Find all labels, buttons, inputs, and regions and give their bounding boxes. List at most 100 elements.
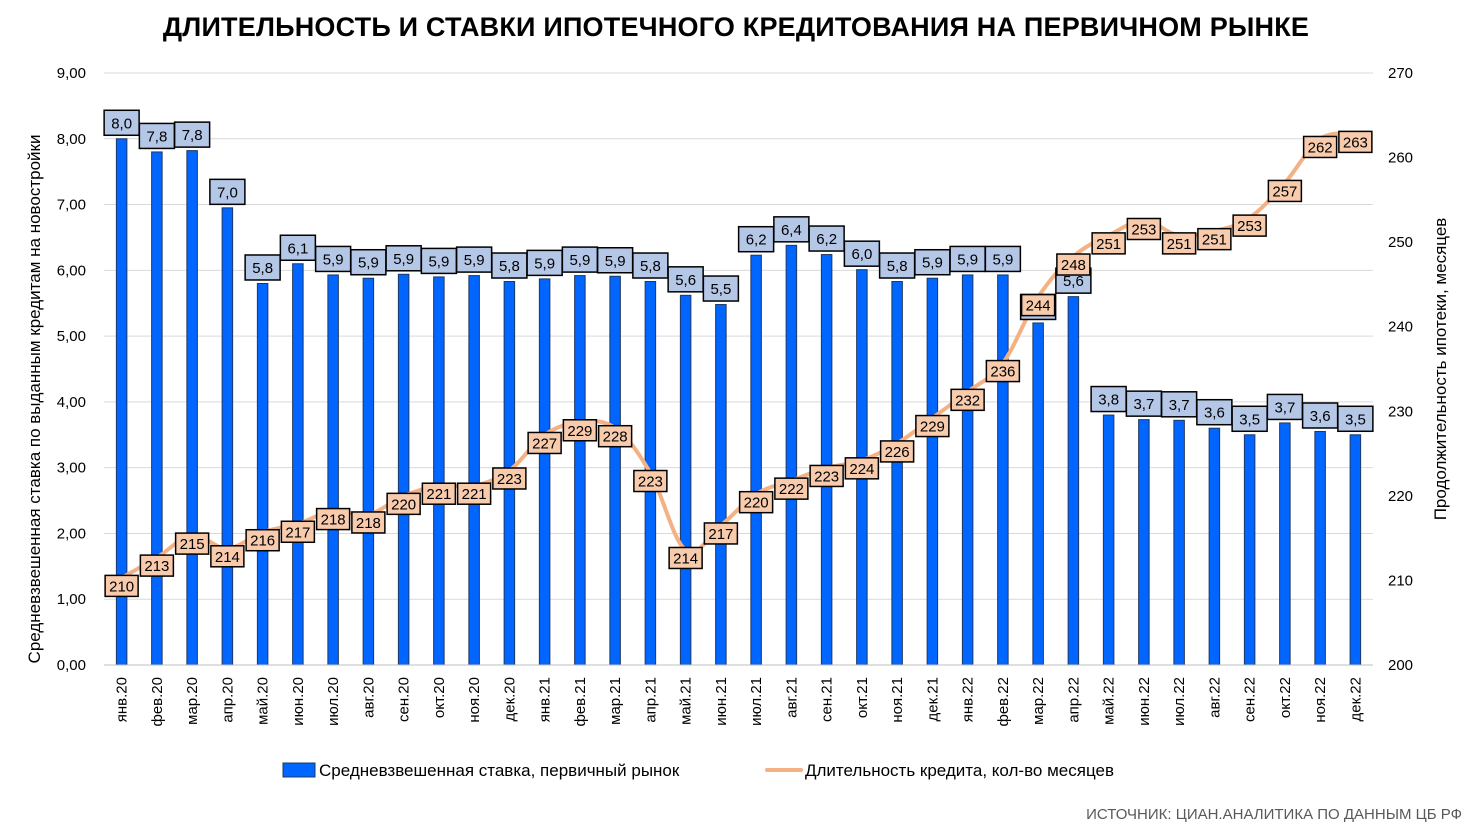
line-value-label-box <box>492 467 527 490</box>
line-value-label-box <box>915 414 950 438</box>
line-value-label: 262 <box>1302 135 1338 159</box>
bar-value-label: 5,9 <box>984 245 1022 273</box>
line-value-label-box <box>1161 232 1197 255</box>
bar <box>785 244 798 666</box>
bar-value-label-text: 6,2 <box>746 232 767 249</box>
line-value-label-text: 236 <box>990 364 1015 381</box>
legend: Средневзвешенная ставка, первичный рынок… <box>282 761 1114 780</box>
line-value-label-text: 220 <box>744 495 769 512</box>
line-value-label-text: 232 <box>955 392 980 409</box>
bar-value-label: 5,9 <box>949 245 986 273</box>
bar-value-label-text: 3,7 <box>1133 396 1154 413</box>
bar-value-label-text: 5,8 <box>887 258 908 275</box>
line-value-label: 228 <box>597 424 633 448</box>
line-value-label-text: 253 <box>1131 222 1156 239</box>
left-tick-label: 1,00 <box>57 591 86 608</box>
left-tick-label: 8,00 <box>57 131 86 148</box>
bar-value-label-text: 6,4 <box>781 222 802 239</box>
line-value-label-box <box>1020 293 1056 317</box>
line-value-label-text: 221 <box>462 486 487 503</box>
category-label: фев.21 <box>572 677 589 727</box>
bar-value-label-box <box>385 245 422 272</box>
bar-value-label: 8,0 <box>103 109 140 137</box>
bar <box>715 304 727 666</box>
bar <box>538 278 551 666</box>
bar-value-label-text: 5,9 <box>464 252 485 269</box>
line-value-label-text: 210 <box>109 578 134 595</box>
bar-value-label-text: 6,0 <box>851 246 872 263</box>
category-label: янв.21 <box>537 677 554 722</box>
line-value-label: 213 <box>139 554 175 577</box>
line-value-label: 221 <box>421 482 457 505</box>
category-label: авг.20 <box>360 677 377 718</box>
bar <box>820 254 833 666</box>
line-value-label-box <box>1091 232 1126 255</box>
bar-value-label: 5,9 <box>455 246 493 273</box>
bar <box>186 150 198 666</box>
bar <box>362 277 375 666</box>
bar-value-label: 7,0 <box>209 178 246 206</box>
line-value-label-text: 220 <box>391 496 416 513</box>
line-value-label-box <box>527 431 562 455</box>
left-tick-label: 9,00 <box>57 65 86 82</box>
category-label: мар.22 <box>1030 677 1047 725</box>
line-value-label-text: 251 <box>1167 236 1192 253</box>
category-label: янв.20 <box>114 677 131 722</box>
line-value-label-box <box>1302 135 1338 159</box>
left-tick-label: 5,00 <box>57 328 86 345</box>
category-label: июн.21 <box>713 677 730 726</box>
bar-value-label-box <box>596 247 634 274</box>
bar-value-label: 6,4 <box>773 216 810 243</box>
bar-value-label-box <box>1266 393 1304 421</box>
bar-value-label-text: 5,9 <box>605 253 626 270</box>
line-value-label-text: 229 <box>920 419 945 436</box>
line-value-label: 220 <box>386 492 421 516</box>
bar-value-label: 5,9 <box>385 245 422 272</box>
bar-value-label: 3,8 <box>1090 385 1127 413</box>
source-note: ИСТОЧНИК: ЦИАН.АНАЛИТИКА ПО ДАННЫМ ЦБ РФ <box>1086 806 1462 823</box>
line-value-label: 224 <box>844 457 880 480</box>
line-value-label-text: 224 <box>849 461 874 478</box>
bar-value-label-box <box>808 225 845 252</box>
line-value-label: 218 <box>351 511 386 534</box>
bar-value-label: 6,1 <box>279 234 317 262</box>
line-value-label-box <box>1232 214 1267 237</box>
category-label: ноя.20 <box>466 677 483 723</box>
category-label: окт.20 <box>431 677 448 718</box>
bar-value-label-text: 3,8 <box>1098 392 1119 409</box>
bar-value-label: 7,8 <box>173 121 211 148</box>
bar-value-label: 3,6 <box>1196 398 1233 426</box>
category-label: ноя.22 <box>1312 677 1329 723</box>
left-tick-label: 4,00 <box>57 394 86 411</box>
category-label: дек.20 <box>501 677 518 722</box>
left-tick-label: 2,00 <box>57 525 86 542</box>
line-value-label-box <box>950 388 985 412</box>
line-value-label-box <box>315 507 351 531</box>
line-value-label-text: 216 <box>250 533 275 550</box>
category-label: май.21 <box>678 677 695 725</box>
line-value-label: 223 <box>633 469 668 493</box>
line-value-label-box <box>104 574 139 598</box>
bar-value-label-box <box>173 121 211 148</box>
bar-value-label: 7,8 <box>138 122 176 150</box>
bar <box>1032 322 1044 666</box>
line-value-label-text: 229 <box>567 423 592 440</box>
line-value-label-box <box>421 482 457 505</box>
line-value-label-text: 215 <box>180 536 205 553</box>
line-value-label-box <box>245 528 280 552</box>
category-label: май.20 <box>255 677 272 725</box>
line-value-label: 216 <box>245 528 280 552</box>
bar-value-label-text: 3,7 <box>1169 397 1190 414</box>
line-value-label-text: 228 <box>603 429 628 446</box>
line-value-label: 227 <box>527 431 562 455</box>
right-axis-title: Продолжительность ипотеки, месяцев <box>1431 218 1450 521</box>
line-value-label: 248 <box>1056 253 1091 276</box>
line-value-label-text: 221 <box>426 486 451 503</box>
line-value-label-text: 248 <box>1061 257 1086 274</box>
bar-value-label-box <box>984 245 1022 273</box>
bar-value-label: 3,7 <box>1160 391 1198 418</box>
duration-line <box>119 131 1358 580</box>
bar-value-label: 6,2 <box>737 225 775 253</box>
left-tick-label: 3,00 <box>57 460 86 477</box>
bar-value-label: 3,6 <box>1301 402 1339 429</box>
